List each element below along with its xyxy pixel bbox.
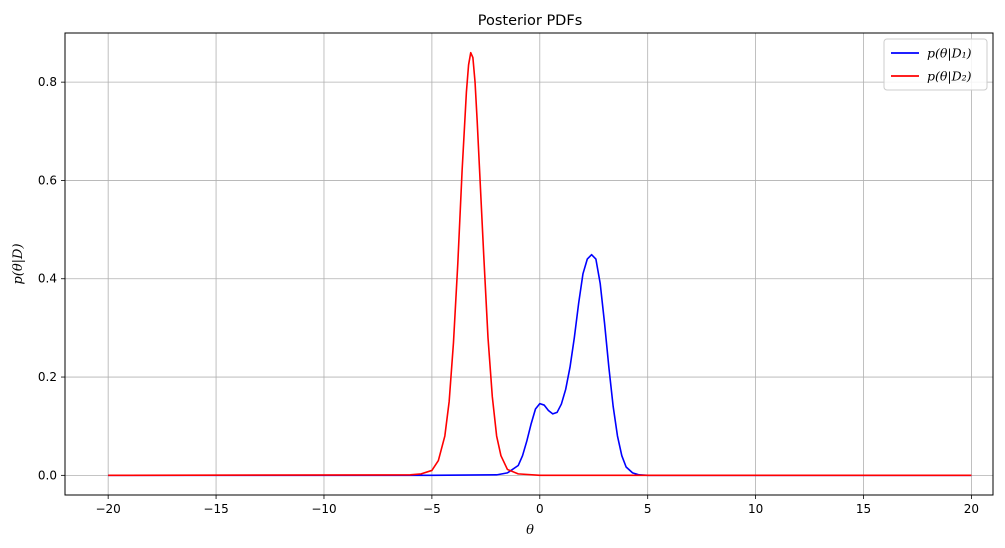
x-tick-label: 20 [964,502,979,516]
y-tick-label: 0.0 [38,468,57,482]
legend: p(θ|D₁) p(θ|D₂) [883,38,988,91]
legend-label-1: p(θ|D₁) [927,46,972,61]
ticks: −20 −15 −10 −5 0 5 10 15 20 0.0 0.2 0.4 0.6 0.8 [38,75,979,516]
x-tick-label: −20 [95,502,120,516]
y-tick-label: 0.6 [38,173,57,187]
x-tick-label: −10 [311,502,336,516]
legend-box [883,38,988,91]
x-tick-label: −5 [423,502,441,516]
series-line-2 [108,51,972,477]
x-tick-label: 10 [748,502,763,516]
x-axis-label: θ [526,523,534,538]
plot-frame [64,32,994,496]
series-lines [108,51,972,477]
chart-title: Posterior PDFs [478,13,583,29]
y-tick-label: 0.2 [38,370,57,384]
y-tick-label: 0.4 [38,272,57,286]
y-axis-label: p(θ|D) [11,243,26,284]
series-line-1 [108,253,972,477]
x-tick-label: −15 [203,502,228,516]
x-tick-label: 15 [856,502,871,516]
x-tick-label: 5 [644,502,652,516]
legend-label-2: p(θ|D₂) [927,69,972,84]
x-tick-label: 0 [536,502,544,516]
y-tick-label: 0.8 [38,75,57,89]
